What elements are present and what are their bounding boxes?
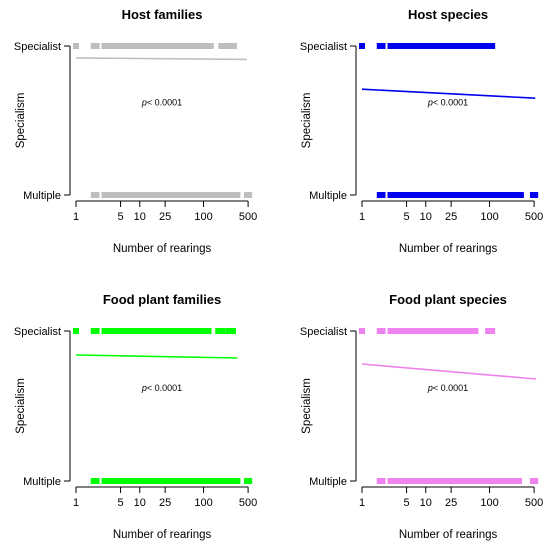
p-value-annotation: p< 0.0001 (141, 383, 182, 393)
multiple-point (243, 478, 253, 484)
multiple-point (106, 192, 241, 198)
specialist-point (376, 43, 386, 49)
specialist-point (215, 328, 226, 334)
multiple-point (376, 192, 386, 198)
x-tick-label: 10 (134, 497, 146, 509)
specialist-point (225, 328, 237, 334)
specialist-point (392, 328, 466, 334)
specialist-point (376, 328, 386, 334)
y-tick-label: Multiple (309, 190, 347, 202)
y-axis-label: Specialism (15, 93, 27, 149)
multiple-point (90, 478, 100, 484)
multiple-point (376, 478, 386, 484)
specialist-point (73, 328, 79, 334)
fit-line (361, 363, 537, 380)
x-tick-label: 100 (194, 211, 212, 223)
specialist-point (464, 328, 479, 334)
y-tick-label: Specialist (300, 326, 347, 338)
multiple-point (106, 478, 241, 484)
multiple-point (387, 192, 396, 198)
panel-title: Host species (408, 7, 488, 22)
x-tick-label: 1 (359, 497, 365, 509)
specialist-point (387, 43, 396, 49)
specialist-point (478, 43, 496, 49)
p-value-annotation: p< 0.0001 (141, 98, 182, 108)
x-tick-label: 500 (239, 497, 257, 509)
specialist-point (73, 43, 79, 49)
panel-title: Food plant families (103, 292, 221, 307)
fit-line (75, 57, 247, 61)
specialist-point (485, 328, 496, 334)
x-tick-label: 500 (525, 211, 543, 223)
multiple-point (529, 478, 539, 484)
y-tick-label: Specialist (300, 41, 347, 53)
panel-title: Food plant species (389, 292, 507, 307)
y-tick-label: Specialist (14, 41, 61, 53)
specialist-point (218, 43, 237, 49)
multiple-point (392, 192, 524, 198)
multiple-point (101, 192, 110, 198)
x-tick-label: 25 (445, 211, 457, 223)
specialist-point (101, 43, 110, 49)
x-axis-label: Number of rearings (399, 243, 498, 255)
specialist-point (359, 43, 365, 49)
x-axis-label: Number of rearings (113, 529, 212, 541)
fit-line (75, 354, 238, 359)
x-tick-label: 10 (420, 497, 432, 509)
fit-line (361, 88, 536, 99)
y-tick-label: Multiple (309, 476, 347, 488)
x-tick-label: 5 (118, 497, 124, 509)
x-tick-label: 1 (73, 497, 79, 509)
x-tick-label: 100 (480, 211, 498, 223)
multiple-point (529, 192, 539, 198)
specialist-point (392, 43, 481, 49)
x-tick-label: 10 (134, 211, 146, 223)
specialist-point (90, 43, 100, 49)
x-tick-label: 10 (420, 211, 432, 223)
specialist-point (359, 328, 365, 334)
x-tick-label: 5 (118, 211, 124, 223)
y-tick-label: Multiple (23, 190, 61, 202)
y-axis-label: Specialism (301, 93, 313, 149)
p-value-annotation: p< 0.0001 (427, 98, 468, 108)
y-tick-label: Specialist (14, 326, 61, 338)
panel-1: Host families Specialist Multiple Specialis… (14, 7, 257, 255)
p-value-annotation: p< 0.0001 (427, 383, 468, 393)
y-tick-label: Multiple (23, 476, 61, 488)
panel-4: Food plant species Specialist Multiple Spec… (300, 292, 543, 541)
x-tick-label: 500 (525, 497, 543, 509)
x-tick-label: 1 (73, 211, 79, 223)
x-axis-label: Number of rearings (113, 243, 212, 255)
multiple-point (392, 478, 523, 484)
specialist-point (90, 328, 100, 334)
x-tick-label: 1 (359, 211, 365, 223)
panel-3: Food plant families Specialist Multiple Spe… (14, 292, 257, 541)
x-axis-label: Number of rearings (399, 529, 498, 541)
specialist-point (101, 328, 110, 334)
x-tick-label: 25 (445, 497, 457, 509)
y-axis-label: Specialism (301, 378, 313, 434)
y-axis-label: Specialism (15, 378, 27, 434)
x-tick-label: 25 (159, 211, 171, 223)
x-tick-label: 25 (159, 497, 171, 509)
x-tick-label: 5 (404, 211, 410, 223)
multiple-point (90, 192, 100, 198)
specialist-point (387, 328, 396, 334)
multiple-point (243, 192, 253, 198)
x-tick-label: 100 (480, 497, 498, 509)
panel-2: Host species Specialist Multiple Specialism… (300, 7, 543, 255)
specialist-point (106, 328, 212, 334)
x-tick-label: 500 (239, 211, 257, 223)
x-tick-label: 100 (194, 497, 212, 509)
panel-title: Host families (122, 7, 203, 22)
x-tick-label: 5 (404, 497, 410, 509)
multiple-point (101, 478, 110, 484)
specialist-point (106, 43, 214, 49)
multiple-point (387, 478, 396, 484)
